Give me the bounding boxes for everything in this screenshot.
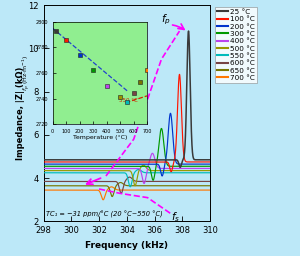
Legend: 25 °C, 100 °C, 200 °C, 300 °C, 400 °C, 500 °C, 550 °C, 600 °C, 650 °C, 700 °C: 25 °C, 100 °C, 200 °C, 300 °C, 400 °C, 5… [215,7,257,83]
X-axis label: Temperature (°C): Temperature (°C) [73,135,127,140]
Text: 550 °C: 550 °C [119,98,137,103]
Text: $f_p$: $f_p$ [161,13,171,27]
Y-axis label: Impedance, |Z| (kΩ): Impedance, |Z| (kΩ) [16,67,26,160]
Y-axis label: $f_p$ (Hz·m$^{-1}$): $f_p$ (Hz·m$^{-1}$) [21,55,32,91]
Text: $f_s$: $f_s$ [171,210,181,223]
Text: TC₁ = −31 ppm/°C (20 °C~550 °C): TC₁ = −31 ppm/°C (20 °C~550 °C) [46,210,162,218]
X-axis label: Frequency (kHz): Frequency (kHz) [85,241,168,250]
